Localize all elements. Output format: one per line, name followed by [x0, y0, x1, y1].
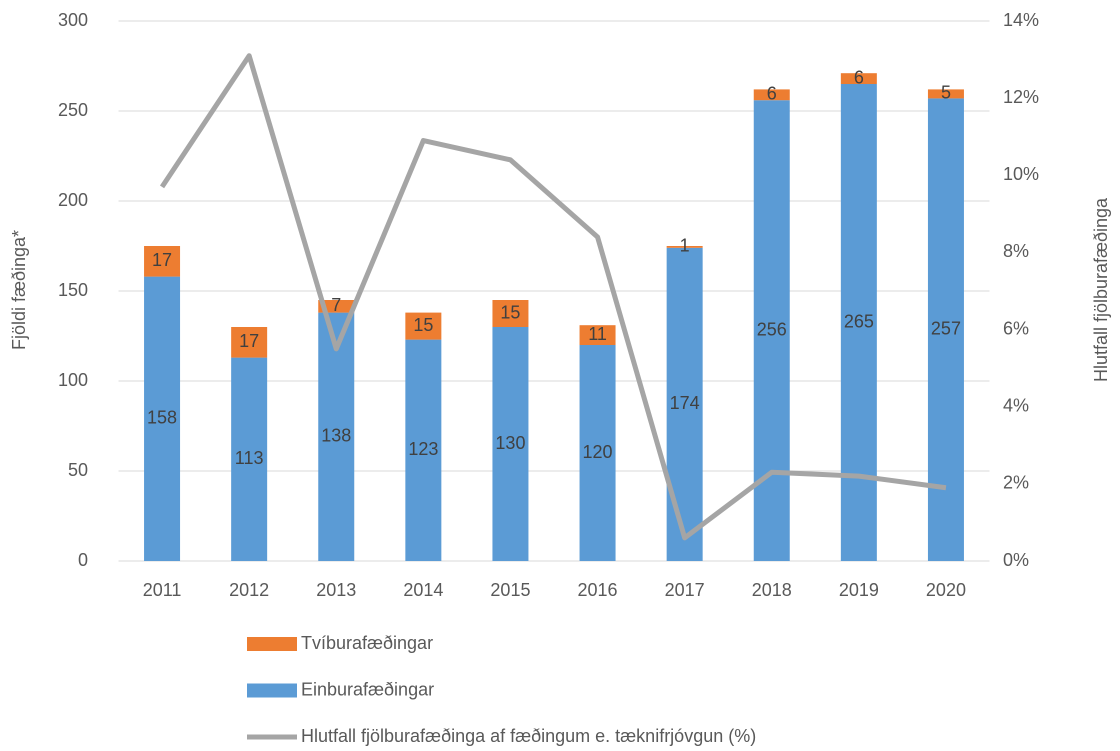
bar-segment	[144, 276, 181, 561]
bar-segment	[927, 89, 964, 99]
y2-tick-label: 4%	[1003, 395, 1029, 415]
data-label: 17	[152, 250, 172, 270]
bar-segment	[840, 73, 877, 84]
bar-segment	[753, 89, 790, 101]
data-label: 256	[757, 319, 787, 339]
y-tick-label: 0	[78, 550, 88, 570]
x-tick-label: 2019	[839, 580, 879, 600]
x-tick-label: 2015	[490, 580, 530, 600]
data-label: 17	[239, 331, 259, 351]
line-series	[159, 53, 947, 541]
bar-segment	[405, 312, 442, 340]
bar-segment	[318, 312, 355, 561]
y-tick-label: 100	[58, 370, 88, 390]
x-tick-label: 2017	[665, 580, 705, 600]
y-tick-label: 200	[58, 190, 88, 210]
y-tick-label: 50	[68, 460, 88, 480]
y2-tick-label: 14%	[1003, 10, 1039, 30]
data-label: 158	[147, 408, 177, 428]
bar-segment	[579, 345, 616, 561]
x-tick-label: 2012	[229, 580, 269, 600]
legend-swatch	[247, 683, 297, 698]
x-tick-label: 2011	[143, 580, 182, 600]
bar-segment	[579, 325, 616, 345]
data-label: 130	[495, 433, 525, 453]
y-tick-label: 150	[58, 280, 88, 300]
x-tick-label: 2018	[752, 580, 792, 600]
bar-segment	[666, 246, 703, 248]
y2-tick-label: 2%	[1003, 473, 1029, 493]
bar-segment	[231, 357, 268, 561]
data-label: 11	[588, 324, 607, 344]
data-label: 138	[321, 426, 351, 446]
y-tick-label: 250	[58, 100, 88, 120]
y2-tick-label: 12%	[1003, 87, 1039, 107]
x-tick-label: 2013	[316, 580, 356, 600]
data-label: 15	[500, 302, 520, 322]
x-tick-label: 2020	[926, 580, 966, 600]
y2-tick-label: 10%	[1003, 164, 1039, 184]
data-label: 7	[331, 295, 341, 315]
y2-tick-label: 6%	[1003, 318, 1029, 338]
x-tick-label: 2014	[403, 580, 443, 600]
data-label: 174	[670, 393, 700, 413]
bar-segment	[840, 84, 877, 561]
y2-tick-label: 0%	[1003, 550, 1029, 570]
bar-segment	[318, 300, 355, 313]
bar-segment	[231, 327, 268, 358]
y2-tick-label: 8%	[1003, 241, 1029, 261]
data-label: 6	[854, 67, 864, 87]
y-tick-label: 300	[58, 10, 88, 30]
bar-segment	[492, 327, 529, 561]
bar-segment	[144, 246, 181, 277]
data-label: 1	[680, 236, 690, 256]
data-label: 113	[235, 448, 264, 468]
y2-axis-title: Hlutfall fjölburafæðinga	[1091, 197, 1111, 382]
legend-label: Tvíburafæðingar	[301, 633, 433, 653]
bar-segment	[405, 339, 442, 561]
data-label: 5	[941, 83, 951, 103]
bar-segment	[492, 300, 529, 327]
data-label: 265	[844, 311, 874, 331]
data-label: 257	[931, 318, 961, 338]
legend-label: Einburafæðingar	[301, 679, 434, 699]
y-axis-title: Fjöldi fæðinga*	[9, 230, 29, 350]
legend-label: Hlutfall fjölburafæðinga af fæðingum e. …	[301, 726, 756, 746]
bar-segment	[666, 247, 703, 562]
data-label: 6	[767, 84, 777, 104]
x-tick-label: 2016	[578, 580, 618, 600]
data-label: 123	[408, 439, 438, 459]
data-label: 120	[583, 442, 613, 462]
data-label: 15	[413, 315, 433, 335]
legend-swatch	[247, 637, 297, 651]
